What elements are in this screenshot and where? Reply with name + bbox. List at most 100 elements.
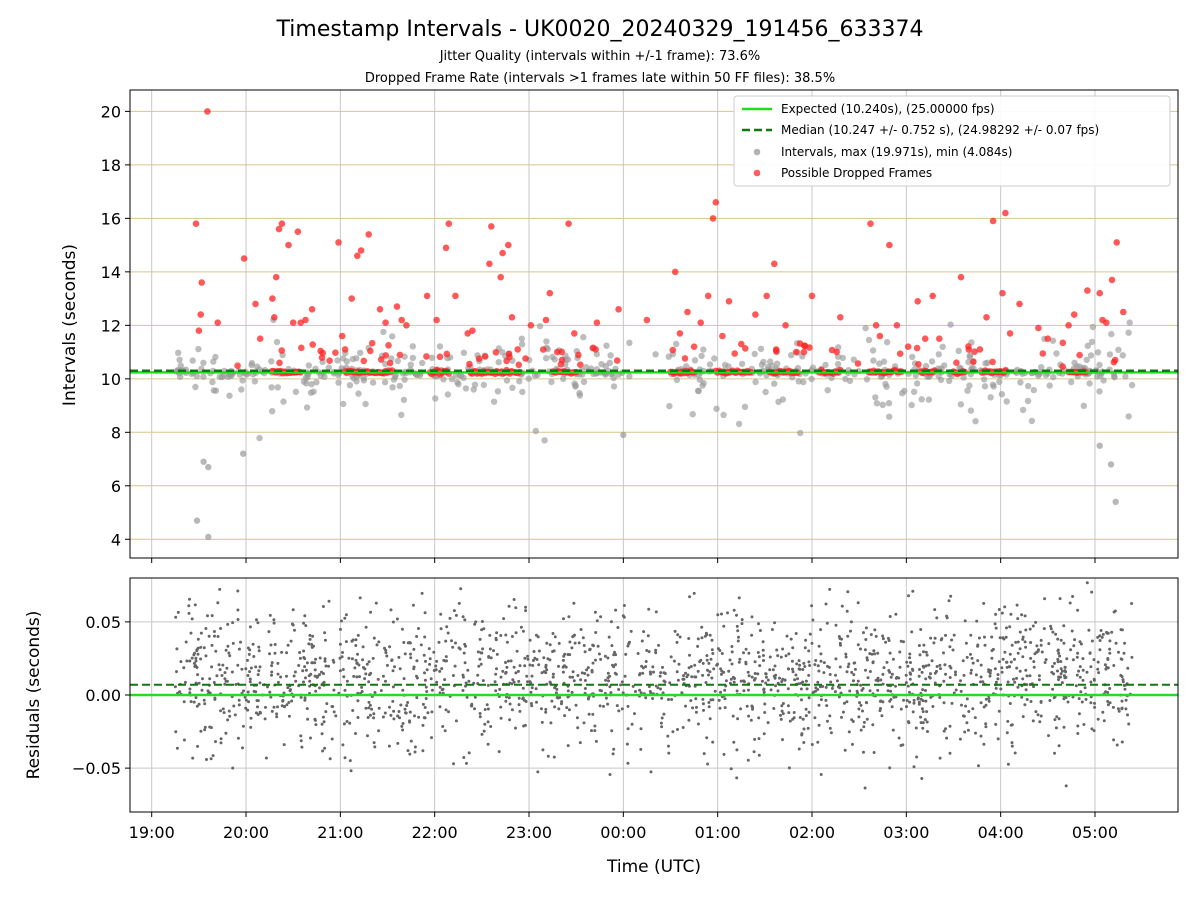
residual-point: [858, 701, 862, 705]
residual-point: [631, 684, 635, 688]
residual-point: [917, 644, 921, 647]
residual-point: [1114, 641, 1118, 645]
residual-point: [738, 657, 742, 661]
legend-dropped-frames-label: Possible Dropped Frames: [781, 166, 932, 180]
residual-point: [1090, 727, 1094, 731]
residual-point: [888, 670, 892, 674]
residual-point: [742, 680, 746, 684]
residual-point: [544, 707, 548, 711]
residual-point: [678, 635, 682, 639]
residual-point: [626, 727, 630, 731]
residual-point: [668, 681, 672, 685]
residual-point: [258, 665, 262, 669]
residuals-y-tick-label: 0.00: [85, 686, 121, 705]
residual-point: [447, 710, 450, 714]
residual-point: [1078, 665, 1082, 669]
residual-point: [373, 745, 377, 749]
residual-point: [682, 674, 685, 678]
residual-point: [689, 665, 693, 668]
residual-point: [175, 670, 178, 674]
residual-point: [285, 703, 289, 707]
residual-point: [217, 663, 221, 667]
residual-point: [267, 630, 271, 634]
interval-point: [268, 358, 275, 365]
dropped-frame-point: [725, 298, 733, 305]
dropped-frame-point: [893, 322, 901, 329]
time-axis-tick-label: 20:00: [223, 823, 269, 842]
residual-point: [824, 602, 828, 606]
interval-point: [509, 384, 516, 391]
residual-point: [839, 643, 842, 647]
residual-point: [567, 615, 571, 619]
residual-point: [735, 748, 739, 752]
residual-point: [996, 677, 1000, 681]
residual-point: [950, 638, 954, 642]
residual-point: [613, 650, 616, 654]
residual-point: [701, 697, 705, 701]
residual-point: [737, 596, 741, 600]
residual-point: [321, 715, 325, 719]
residual-point: [919, 628, 923, 631]
interval-point: [947, 321, 954, 328]
residual-point: [1015, 676, 1018, 680]
interval-point: [795, 378, 802, 385]
residual-point: [806, 726, 810, 730]
legend-intervals-label: Intervals, max (19.971s), min (4.084s): [781, 145, 1012, 159]
residual-point: [231, 766, 235, 770]
residual-point: [990, 656, 994, 660]
residual-point: [360, 685, 364, 689]
residual-point: [647, 650, 651, 654]
residual-point: [196, 637, 200, 641]
residual-point: [269, 695, 273, 699]
residual-point: [881, 634, 885, 638]
residual-point: [293, 628, 296, 632]
residual-point: [205, 758, 208, 761]
interval-point: [1068, 378, 1075, 386]
residual-point: [925, 710, 929, 714]
residual-point: [984, 703, 988, 707]
residual-point: [237, 647, 241, 651]
residual-point: [504, 699, 508, 703]
residual-point: [517, 703, 521, 707]
residual-point: [684, 671, 687, 675]
residual-point: [356, 699, 360, 703]
residual-point: [938, 663, 942, 667]
residual-point: [452, 762, 455, 766]
residual-point: [216, 601, 220, 605]
residual-point: [269, 643, 273, 647]
residual-point: [879, 699, 883, 703]
residual-point: [1127, 722, 1131, 726]
dropped-frame-point: [382, 352, 390, 359]
residual-point: [545, 682, 549, 686]
residual-point: [1016, 617, 1020, 621]
residual-point: [784, 654, 788, 658]
interval-point: [966, 382, 973, 389]
residual-point: [1101, 710, 1105, 714]
residual-point: [540, 671, 544, 675]
residual-point: [924, 699, 928, 703]
residual-point: [906, 684, 910, 688]
residual-point: [557, 664, 560, 668]
residual-point: [562, 617, 565, 621]
residual-point: [876, 676, 880, 680]
interval-point: [582, 364, 590, 371]
residual-point: [966, 728, 970, 732]
dropped-frame-point: [302, 316, 309, 324]
interval-point: [448, 375, 456, 383]
residual-point: [959, 679, 962, 683]
residual-point: [199, 657, 203, 661]
residual-point: [971, 661, 975, 665]
residual-point: [576, 726, 580, 730]
residual-point: [1070, 629, 1074, 633]
dropped-frame-point: [423, 292, 431, 300]
interval-point: [987, 394, 994, 401]
residual-point: [737, 660, 741, 664]
interval-point: [1024, 397, 1032, 405]
residual-point: [553, 686, 557, 690]
residual-point: [358, 675, 361, 679]
dropped-frame-point: [271, 314, 278, 321]
residual-point: [514, 606, 518, 610]
residual-point: [590, 729, 593, 733]
residual-point: [752, 678, 756, 682]
residual-point: [1047, 734, 1050, 738]
